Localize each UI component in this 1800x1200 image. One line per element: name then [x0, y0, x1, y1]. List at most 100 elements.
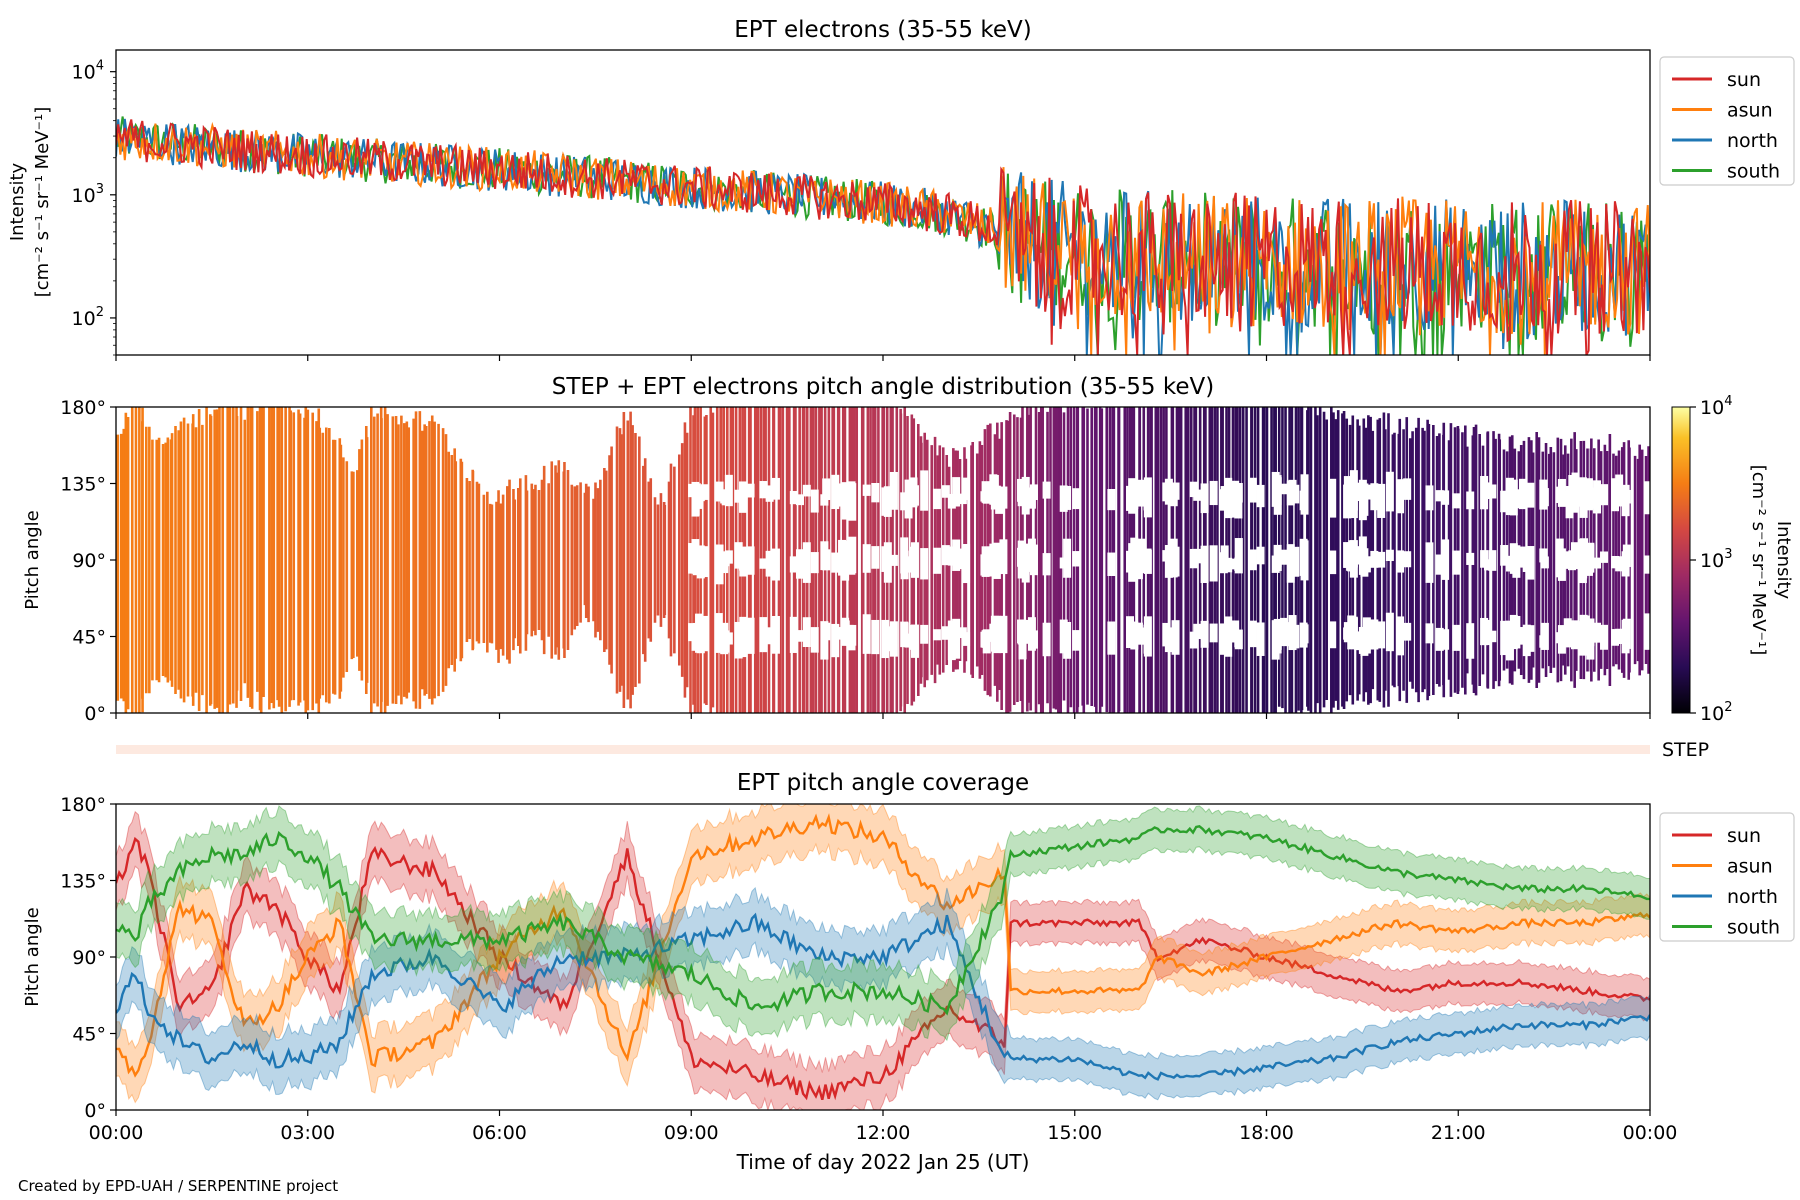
x-tick-label: 06:00 — [472, 1122, 527, 1144]
panel3-ylabel: Pitch angle — [22, 907, 43, 1006]
pad-gap — [810, 627, 819, 653]
pad-gap — [999, 486, 1008, 509]
pad-gap — [1488, 630, 1497, 643]
pad-gap — [771, 477, 780, 500]
pad-gap — [802, 484, 811, 497]
pad-gap — [947, 546, 956, 566]
pad-gap — [1593, 622, 1602, 643]
pad-gap — [720, 553, 729, 574]
pad-gap — [1128, 478, 1137, 514]
pad-gap — [1143, 489, 1152, 511]
pad-gap — [1643, 481, 1650, 515]
pad-gap — [920, 548, 929, 580]
pad-gap — [1370, 550, 1379, 568]
pad-gap — [1107, 552, 1116, 576]
panel2-y-ticks: 0° 45° 90° 135° 180° — [60, 397, 116, 725]
pad-gap — [847, 543, 856, 568]
panel1-x-ticks — [115, 355, 1651, 361]
pad-gap — [1200, 483, 1209, 514]
legend-label-north: north — [1727, 886, 1778, 908]
legend-label-sun: sun — [1727, 825, 1761, 847]
colorbar-label: Intensity — [1773, 521, 1794, 600]
pad-gap — [1072, 551, 1081, 567]
pad-gap — [789, 616, 798, 653]
pad-gap — [715, 481, 724, 497]
series-north-band — [116, 886, 1650, 1101]
pad-gap — [696, 545, 705, 579]
series-asun-line — [116, 813, 1650, 1078]
series-asun-line — [116, 121, 1650, 355]
pad-gap — [1610, 629, 1619, 646]
pad-gap — [1539, 548, 1548, 563]
pad-gap — [862, 544, 871, 573]
pad-gap — [1600, 551, 1609, 563]
pad-gap — [1042, 481, 1051, 499]
pad-gap — [1063, 538, 1072, 578]
y-tick-label: 104 — [72, 59, 104, 84]
pad-gap — [947, 620, 956, 661]
pad-gap — [958, 548, 967, 570]
pad-gap — [1377, 483, 1386, 518]
pad-gap — [1435, 490, 1444, 502]
pad-gap — [795, 494, 804, 506]
pad-gap — [1579, 479, 1588, 518]
pad-gap — [920, 624, 929, 644]
pad-gap — [1522, 557, 1531, 572]
pad-gap — [1063, 485, 1072, 510]
pad-gap — [1385, 471, 1394, 512]
pad-gap — [947, 493, 956, 509]
pad-gap — [1568, 626, 1577, 644]
pad-gap — [992, 542, 1001, 579]
pad-gap — [1356, 631, 1365, 650]
pad-gap — [1271, 555, 1280, 573]
pad-gap — [1377, 621, 1386, 649]
legend-label-asun: asun — [1727, 100, 1773, 122]
pad-gap — [1425, 623, 1434, 644]
pad-gap — [1610, 478, 1619, 512]
pad-gap — [724, 474, 733, 507]
pad-gap — [822, 549, 831, 571]
pad-gap — [1512, 489, 1521, 509]
pad-gap — [962, 632, 971, 646]
pad-gap — [1505, 555, 1514, 572]
pad-gap — [1299, 622, 1308, 648]
pad-gap — [1356, 550, 1365, 563]
panel1-ylabel-units: [cm⁻² s⁻¹ sr⁻¹ MeV⁻¹] — [32, 107, 53, 298]
pad-gap — [920, 470, 929, 511]
series-south-band — [116, 804, 1650, 1042]
pad-gap — [1042, 622, 1051, 657]
pad-gap — [900, 622, 909, 643]
colorbar: 102 103 104 Intensity [cm⁻² s⁻¹ sr⁻¹ MeV⁻¹… — [1671, 394, 1794, 725]
x-tick-label: 15:00 — [1047, 1122, 1102, 1144]
pad-gap — [1137, 538, 1146, 574]
pad-gap — [1555, 538, 1564, 578]
pad-gap — [1169, 628, 1178, 640]
panel2-ylabel: Pitch angle — [22, 510, 43, 609]
panel-coverage: EPT pitch angle coverage 0° 45° 90° 135° 180… — [22, 770, 1795, 1174]
colorbar-tick-label: 102 — [1700, 700, 1732, 725]
panel1-y-ticks: 102 103 104 — [72, 59, 116, 356]
pad-gap — [822, 478, 831, 501]
pad-gap — [1370, 619, 1379, 650]
pad-gap — [1018, 550, 1027, 575]
pad-gap — [1349, 485, 1358, 519]
pad-gap — [847, 625, 856, 651]
pad-gap — [1610, 555, 1619, 569]
pad-gap — [952, 539, 961, 571]
pad-gap — [759, 617, 768, 653]
pad-gap — [1248, 549, 1257, 571]
x-tick-label: 21:00 — [1431, 1122, 1486, 1144]
pad-gap — [1189, 631, 1198, 649]
pad-gap — [1396, 616, 1405, 656]
y-tick-label: 103 — [72, 182, 104, 207]
pad-gap — [1643, 613, 1650, 650]
pad-gap — [739, 548, 748, 577]
pad-gap — [1164, 627, 1173, 653]
pad-gap — [889, 554, 898, 566]
pad-gap — [941, 626, 950, 640]
pad-gap — [1615, 474, 1624, 507]
y-tick-label: 90° — [72, 947, 106, 969]
pad-gap — [1029, 630, 1038, 649]
pad-gap — [1540, 556, 1549, 569]
